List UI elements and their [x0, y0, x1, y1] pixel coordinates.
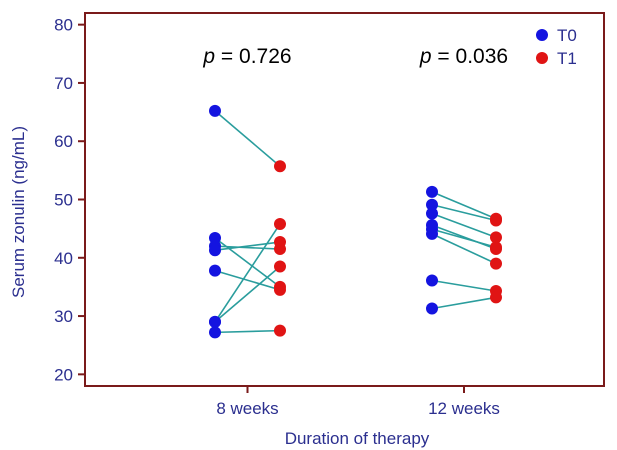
point-t0	[209, 244, 221, 257]
pair-line	[214, 329, 281, 334]
y-tick-label: 60	[54, 132, 73, 151]
pair-lines	[214, 110, 497, 334]
point-t1	[490, 231, 502, 244]
point-t1	[490, 214, 502, 227]
point-t0	[426, 198, 438, 211]
point-t0	[209, 104, 221, 117]
x-tick-label: 12 weeks	[428, 399, 500, 418]
point-t1	[274, 160, 286, 173]
point-t1	[274, 236, 286, 249]
pair-line	[214, 241, 281, 251]
plot-frame	[84, 12, 605, 387]
point-t1	[274, 283, 286, 296]
point-t0	[426, 207, 438, 220]
y-tick-label: 70	[54, 74, 73, 93]
pair-line	[214, 269, 281, 291]
pair-line	[214, 265, 281, 323]
p-value-label: p = 0.726	[202, 45, 291, 68]
pair-line	[431, 296, 497, 310]
pair-line	[214, 245, 281, 250]
point-t1	[274, 324, 286, 337]
pair-line	[431, 224, 497, 250]
point-t0	[426, 274, 438, 287]
point-t0	[209, 315, 221, 328]
p-value-labels: p = 0.726 p = 0.036	[202, 45, 508, 68]
legend: T0 T1	[536, 26, 577, 68]
y-axis-title: Serum zonulin (ng/mL)	[9, 126, 28, 298]
point-t0	[426, 227, 438, 240]
pair-line	[431, 228, 497, 249]
point-t1	[490, 257, 502, 270]
point-t0	[209, 326, 221, 339]
point-t1	[274, 260, 286, 273]
plot-border	[84, 12, 605, 387]
point-t0	[426, 185, 438, 198]
point-t0	[426, 302, 438, 315]
x-axis: 8 weeks 12 weeks	[216, 386, 500, 418]
pair-line	[431, 203, 497, 222]
pair-line	[431, 212, 497, 239]
data-points	[209, 104, 502, 339]
y-tick-label: 50	[54, 191, 73, 210]
y-tick-label: 40	[54, 249, 73, 268]
y-tick-label: 80	[54, 16, 73, 35]
pair-line	[431, 279, 497, 292]
x-axis-title: Duration of therapy	[285, 429, 430, 448]
point-t1	[274, 217, 286, 230]
point-t1	[490, 241, 502, 254]
legend-label-t1: T1	[557, 49, 577, 68]
pair-line	[214, 110, 281, 167]
pair-line	[214, 223, 281, 323]
y-tick-label: 30	[54, 307, 73, 326]
y-axis: 20 30 40 50 60 70 80	[54, 16, 85, 384]
legend-marker-t1	[536, 52, 548, 64]
point-t0	[209, 264, 221, 277]
legend-marker-t0	[536, 29, 548, 41]
x-tick-label: 8 weeks	[216, 399, 278, 418]
legend-label-t0: T0	[557, 26, 577, 45]
y-tick-label: 20	[54, 365, 73, 384]
p-value-label: p = 0.036	[419, 45, 508, 68]
pair-line	[431, 233, 497, 265]
point-t1	[490, 291, 502, 304]
pair-line	[431, 191, 497, 220]
